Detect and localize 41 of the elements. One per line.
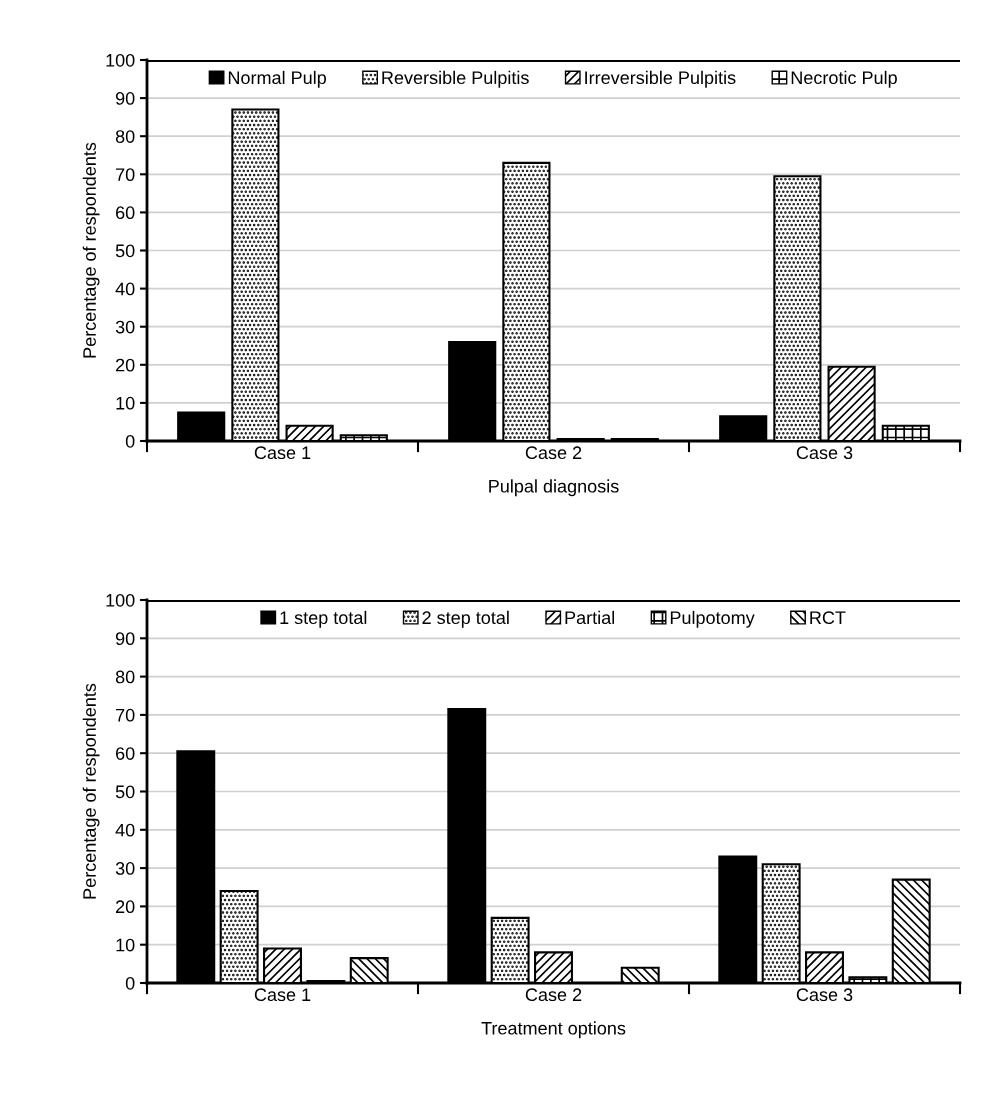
x-axis-title: Treatment options	[481, 1021, 626, 1039]
y-tick-label: 70	[116, 708, 135, 722]
y-tick-label: 50	[115, 244, 135, 258]
y-tick-label: 10	[116, 938, 135, 952]
legend-label: Partial	[565, 610, 615, 625]
y-tick-label: 10	[116, 396, 135, 410]
y-tick-label: 90	[115, 92, 135, 105]
y-tick-label: 0	[125, 434, 135, 448]
x-axis-title: Pulpal diagnosis	[489, 479, 619, 497]
legend-label: RCT	[810, 611, 846, 625]
legend-label: Pulpotomy	[670, 610, 755, 628]
y-axis-title: Percentage of respondents	[82, 142, 100, 358]
x-tick-label: Case 2	[525, 988, 582, 1002]
legend-label: 1 step total	[280, 610, 367, 628]
legend-label: Normal Pulp	[228, 70, 326, 88]
y-tick-label: 0	[125, 976, 135, 990]
y-tick-label: 70	[116, 168, 135, 182]
legend-label: Irreversible Pulpitis	[585, 70, 736, 88]
y-tick-label: 60	[116, 206, 135, 220]
x-tick-label: Case 3	[796, 446, 853, 460]
y-axis-title: Percentage of respondents	[82, 683, 100, 899]
y-tick-label: 60	[116, 747, 135, 760]
legend-label: Reversible Pulpitis	[382, 70, 529, 88]
y-tick-label: 50	[115, 785, 135, 799]
x-tick-label: Case 1	[254, 446, 311, 460]
y-tick-label: 30	[115, 862, 135, 875]
y-tick-label: 20	[116, 358, 135, 372]
x-tick-label: Case 3	[796, 988, 853, 1002]
y-tick-label: 80	[115, 670, 135, 684]
y-tick-label: 20	[116, 900, 135, 914]
y-tick-label: 80	[115, 130, 135, 143]
y-tick-label: 40	[115, 282, 135, 296]
y-tick-label: 100	[106, 593, 135, 607]
x-tick-label: Case 2	[525, 446, 582, 460]
legend-label: 2 step total	[422, 610, 509, 628]
y-tick-label: 40	[115, 823, 135, 837]
y-tick-label: 90	[115, 632, 135, 646]
x-tick-label: Case 1	[254, 988, 311, 1002]
y-tick-label: 100	[106, 53, 135, 67]
legend-label: Necrotic Pulp	[791, 70, 897, 88]
y-tick-label: 30	[115, 320, 135, 334]
